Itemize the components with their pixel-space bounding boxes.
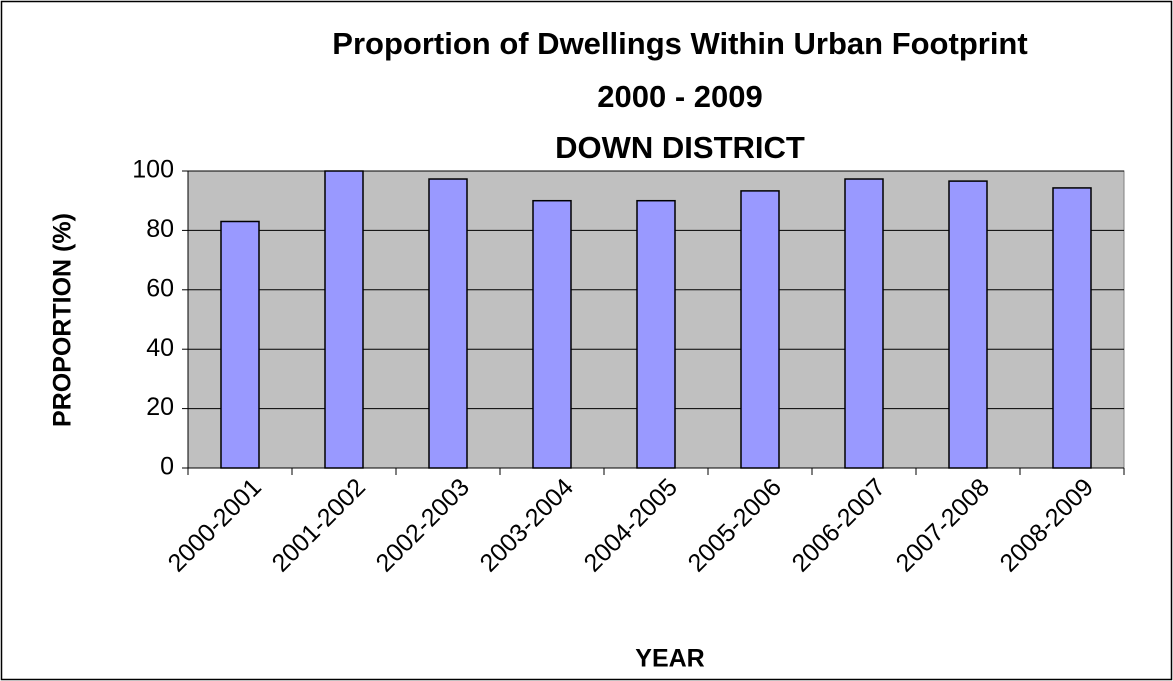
y-tick-label: 20 bbox=[146, 393, 174, 421]
bar bbox=[740, 190, 780, 469]
y-tick-label: 0 bbox=[160, 453, 174, 481]
bar bbox=[1052, 187, 1092, 469]
chart-title: DOWN DISTRICT bbox=[555, 130, 805, 165]
y-tick-label: 80 bbox=[146, 215, 174, 243]
bar bbox=[948, 180, 988, 469]
bar bbox=[636, 199, 676, 469]
y-tick-label: 100 bbox=[132, 156, 174, 184]
bar bbox=[844, 178, 884, 469]
y-tick-label: 40 bbox=[146, 334, 174, 362]
x-axis-title: YEAR bbox=[635, 645, 704, 673]
y-axis-title: PROPORTION (%) bbox=[49, 213, 77, 427]
bar bbox=[324, 170, 364, 469]
bar bbox=[428, 178, 468, 469]
chart-title: Proportion of Dwellings Within Urban Foo… bbox=[332, 26, 1027, 61]
bar bbox=[220, 220, 260, 469]
y-tick-label: 60 bbox=[146, 274, 174, 302]
bar bbox=[532, 199, 572, 469]
chart-title: 2000 - 2009 bbox=[597, 79, 762, 114]
